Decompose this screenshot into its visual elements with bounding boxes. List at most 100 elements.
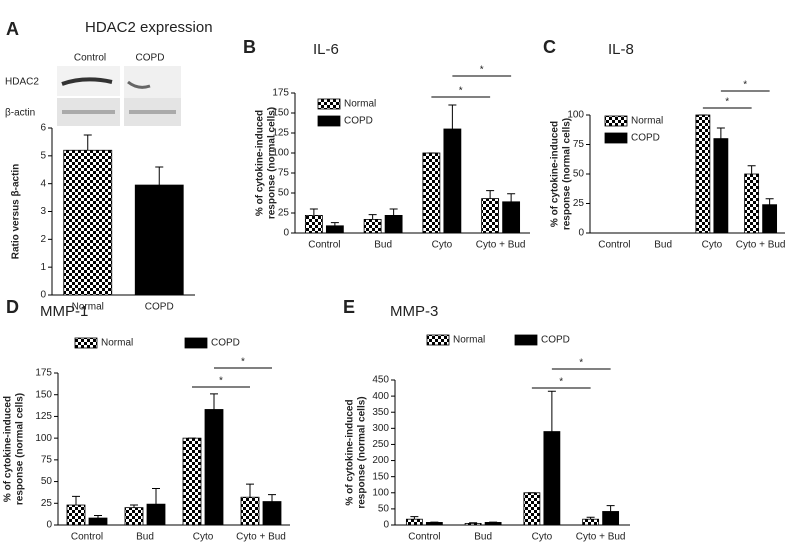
y-axis-label: response (normal cells) xyxy=(357,396,368,508)
bar xyxy=(134,184,184,296)
panel-letter: C xyxy=(543,37,556,57)
y-tick-label: 100 xyxy=(567,110,584,121)
bar xyxy=(713,138,729,234)
y-tick-label: 50 xyxy=(573,169,585,180)
bar xyxy=(304,214,323,234)
bar xyxy=(602,511,620,526)
error-bar xyxy=(507,193,516,202)
bar xyxy=(484,522,502,526)
y-tick-label: 75 xyxy=(573,139,585,150)
y-tick-label: 2 xyxy=(40,234,46,245)
x-tick-label: Cyto xyxy=(702,240,723,251)
blot-band xyxy=(127,80,151,89)
y-tick-label: 6 xyxy=(40,123,46,134)
y-tick-label: 175 xyxy=(272,88,289,99)
error-bar xyxy=(83,134,92,151)
error-bar xyxy=(716,127,725,139)
y-tick-label: 350 xyxy=(372,407,389,418)
y-tick-label: 50 xyxy=(378,504,390,515)
y-tick-label: 25 xyxy=(41,498,53,509)
x-tick-label: Normal xyxy=(72,302,104,313)
panel-title: MMP-3 xyxy=(390,303,438,320)
error-bar xyxy=(389,208,398,216)
error-bar xyxy=(130,504,138,508)
legend-swatch xyxy=(184,337,208,349)
error-bar xyxy=(448,104,457,129)
y-tick-label: 400 xyxy=(372,391,389,402)
error-bar xyxy=(152,488,160,505)
bar xyxy=(523,492,541,526)
x-tick-label: Bud xyxy=(474,532,492,543)
y-tick-label: 5 xyxy=(40,150,46,161)
panel-title: HDAC2 expression xyxy=(85,19,213,36)
x-tick-label: Control xyxy=(598,240,630,251)
y-tick-label: 75 xyxy=(41,454,53,465)
bar xyxy=(543,431,561,526)
y-tick-label: 125 xyxy=(35,411,52,422)
bar xyxy=(425,522,443,526)
x-tick-label: Bud xyxy=(654,240,672,251)
y-tick-label: 100 xyxy=(372,487,389,498)
legend-swatch xyxy=(514,334,538,346)
significance-label: * xyxy=(743,80,747,91)
bar xyxy=(262,501,282,526)
blot-column-label: Control xyxy=(74,53,106,64)
y-tick-label: 250 xyxy=(372,439,389,450)
blot-band xyxy=(61,77,113,86)
bar xyxy=(146,503,166,526)
y-tick-label: 150 xyxy=(35,389,52,400)
legend-swatch xyxy=(426,334,450,346)
y-axis-label: % of cytokine-induced xyxy=(550,121,561,227)
bar xyxy=(204,409,224,526)
bar xyxy=(464,522,482,526)
bar xyxy=(384,214,403,234)
bar xyxy=(182,437,202,526)
error-bar xyxy=(210,393,218,410)
y-tick-label: 0 xyxy=(40,290,46,301)
error-bar xyxy=(547,390,556,432)
significance-label: * xyxy=(579,358,583,369)
blot-row-label: HDAC2 xyxy=(5,77,39,88)
error-bar xyxy=(368,214,377,220)
y-tick-label: 150 xyxy=(272,108,289,119)
legend-label: Normal xyxy=(344,99,376,110)
y-tick-label: 75 xyxy=(278,168,290,179)
panel-letter: E xyxy=(343,297,355,317)
y-tick-label: 25 xyxy=(573,198,585,209)
y-tick-label: 450 xyxy=(372,375,389,386)
y-axis-label: % of cytokine-induced xyxy=(255,110,266,216)
bar xyxy=(88,517,108,526)
error-bar xyxy=(765,198,774,205)
panel-title: IL-6 xyxy=(313,41,339,58)
bar xyxy=(582,518,600,526)
y-axis-label: % of cytokine-induced xyxy=(3,396,14,502)
significance-label: * xyxy=(559,377,563,388)
y-tick-label: 125 xyxy=(272,128,289,139)
legend-label: Normal xyxy=(453,335,485,346)
significance-label: * xyxy=(725,97,729,108)
y-tick-label: 100 xyxy=(272,148,289,159)
blot-row-label: β-actin xyxy=(5,108,35,119)
y-axis-label: response (normal cells) xyxy=(562,118,573,230)
y-tick-label: 100 xyxy=(35,433,52,444)
y-tick-label: 50 xyxy=(278,188,290,199)
y-tick-label: 1 xyxy=(40,262,46,273)
legend-label: COPD xyxy=(344,116,373,127)
panel-letter: D xyxy=(6,297,19,317)
y-axis-label: % of cytokine-induced xyxy=(345,399,356,505)
error-bar xyxy=(469,522,478,524)
bar xyxy=(481,198,500,234)
error-bar xyxy=(330,222,339,226)
x-tick-label: Cyto xyxy=(532,532,553,543)
y-tick-label: 25 xyxy=(278,208,290,219)
error-bar xyxy=(246,483,254,498)
bar xyxy=(63,149,113,296)
y-tick-label: 175 xyxy=(35,368,52,379)
error-bar xyxy=(747,165,756,174)
legend-label: COPD xyxy=(211,338,240,349)
bar xyxy=(363,218,382,234)
x-tick-label: Control xyxy=(308,240,340,251)
bar xyxy=(744,173,760,234)
x-tick-label: Cyto xyxy=(432,240,453,251)
